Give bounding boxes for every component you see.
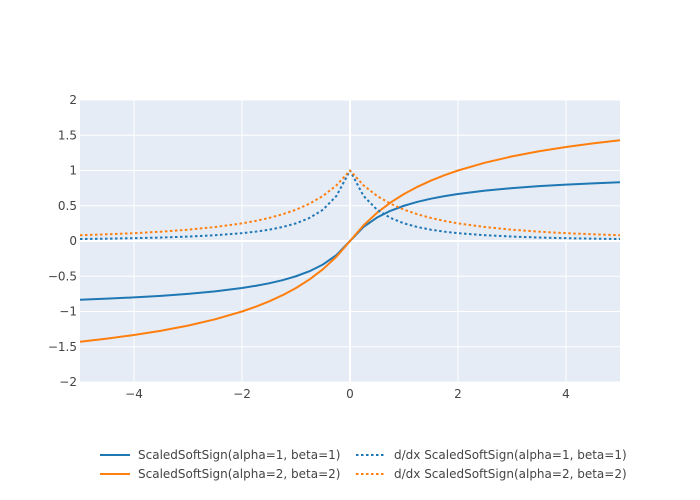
- legend-item[interactable]: d/dx ScaledSoftSign(alpha=1, beta=1): [356, 448, 627, 462]
- y-tick-label: −2: [59, 375, 77, 389]
- series-line-2: [79, 139, 621, 343]
- legend[interactable]: ScaledSoftSign(alpha=1, beta=1) ScaledSof…: [100, 448, 627, 481]
- legend-item[interactable]: ScaledSoftSign(alpha=1, beta=1): [100, 448, 340, 462]
- y-tick-label: −0.5: [48, 269, 77, 283]
- y-tick-label: 0.5: [58, 199, 77, 213]
- legend-item[interactable]: d/dx ScaledSoftSign(alpha=2, beta=2): [356, 467, 627, 481]
- series-layer: [79, 139, 621, 343]
- x-tick-label: 0: [346, 387, 354, 401]
- legend-label: d/dx ScaledSoftSign(alpha=1, beta=1): [394, 448, 627, 462]
- y-tick-label: 0: [69, 234, 77, 248]
- legend-item[interactable]: ScaledSoftSign(alpha=2, beta=2): [100, 467, 340, 481]
- y-tick-label: −1.5: [48, 340, 77, 354]
- y-tick-label: 1.5: [58, 128, 77, 142]
- legend-label: ScaledSoftSign(alpha=1, beta=1): [138, 448, 340, 462]
- y-tick-label: 2: [69, 93, 77, 107]
- x-tick-label: 2: [454, 387, 462, 401]
- series-line-4: [79, 169, 621, 237]
- x-axis-tick-labels: −4 −2 0 2 4: [125, 387, 570, 401]
- x-tick-label: −4: [125, 387, 143, 401]
- x-tick-label: −2: [233, 387, 251, 401]
- legend-label: ScaledSoftSign(alpha=2, beta=2): [138, 467, 340, 481]
- legend-label: d/dx ScaledSoftSign(alpha=2, beta=2): [394, 467, 627, 481]
- y-tick-label: −1: [59, 305, 77, 319]
- x-tick-label: 4: [562, 387, 570, 401]
- y-tick-label: 1: [69, 164, 77, 178]
- y-axis-tick-labels: −2 −1.5 −1 −0.5 0 0.5 1 1.5 2: [48, 93, 77, 389]
